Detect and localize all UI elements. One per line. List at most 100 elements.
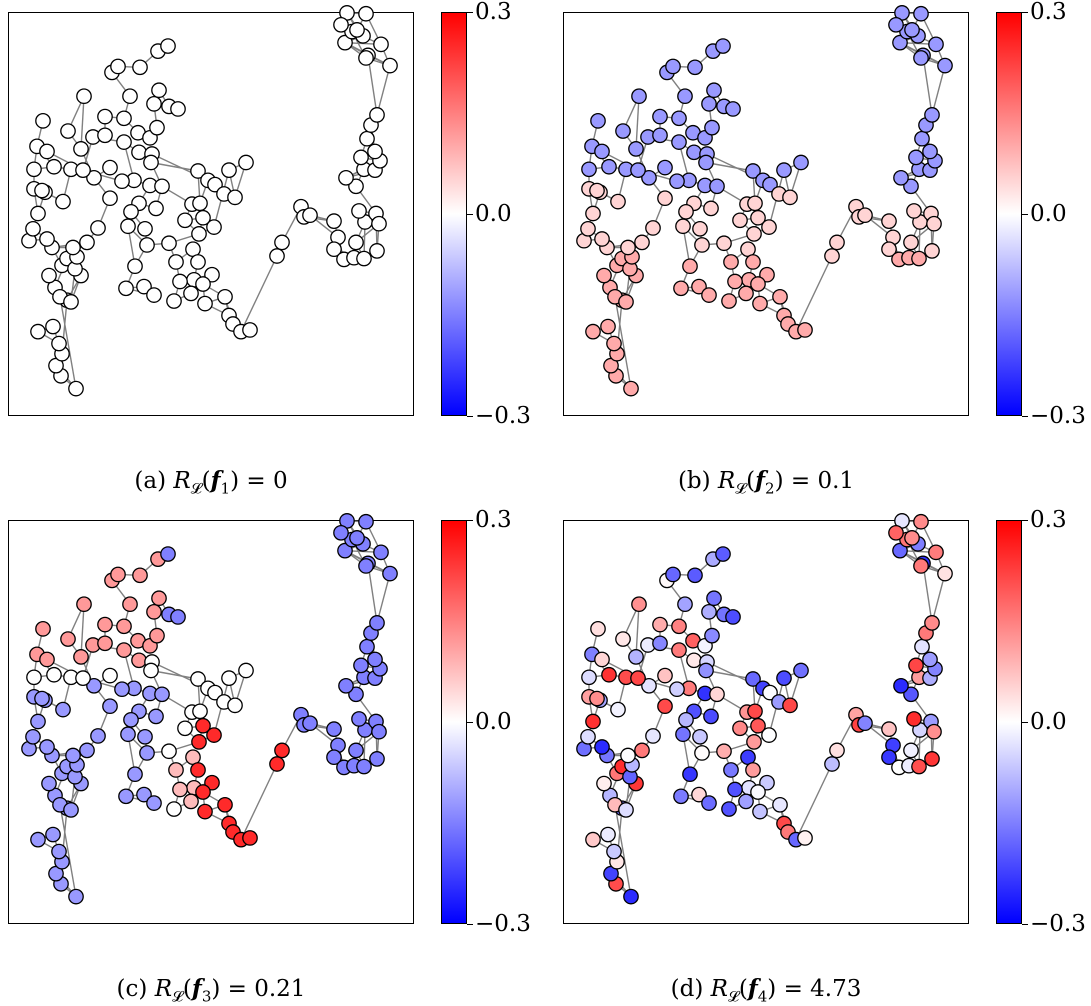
colorbar-tick	[1022, 12, 1028, 13]
graph-node	[665, 58, 681, 75]
graph-node	[698, 154, 714, 171]
graph-node	[190, 671, 206, 687]
graph-node	[170, 101, 186, 117]
graph-node	[359, 638, 375, 655]
graph-node	[358, 5, 374, 22]
graph-node	[46, 158, 62, 175]
graph-node	[102, 667, 118, 684]
colorbar-tick	[467, 520, 473, 521]
graph-node	[25, 220, 41, 237]
graph-node	[620, 239, 636, 256]
graph-edge	[59, 804, 77, 897]
colorbar-tick-label: 0.0	[475, 709, 512, 735]
graph-node	[677, 88, 693, 105]
graph-node	[166, 293, 182, 309]
graph-node	[65, 747, 81, 764]
graph-node	[333, 16, 349, 33]
graph-node	[34, 690, 50, 707]
graph-node	[671, 110, 687, 127]
graph-node	[652, 127, 668, 144]
graph-node	[191, 226, 207, 242]
graph-node	[585, 713, 601, 730]
panel-caption: (c) R𝓛(f3) = 0.21	[8, 975, 414, 1006]
graph-node	[657, 159, 673, 176]
graph-node	[338, 169, 354, 186]
graph-edge	[240, 255, 278, 332]
graph-node	[39, 231, 55, 247]
graph-edge	[150, 161, 199, 172]
caption-letter: (b)	[677, 468, 718, 494]
graph-node	[908, 149, 924, 166]
colorbar-tick	[1022, 520, 1028, 521]
graph-node	[41, 267, 57, 284]
graph-edge	[240, 763, 278, 840]
graph-node	[652, 108, 668, 125]
graph-node	[606, 335, 622, 352]
graph-node	[382, 565, 398, 582]
graph-plot-1	[8, 5, 414, 416]
graph-node	[63, 802, 79, 818]
graph-node	[618, 802, 634, 818]
colorbar-tick-label: −0.3	[1030, 403, 1086, 429]
graph-node	[351, 203, 367, 219]
graph-node	[926, 215, 942, 232]
graph-node	[168, 762, 184, 778]
graph-node	[358, 513, 374, 530]
graph-node	[26, 669, 42, 686]
graph-node	[154, 686, 170, 703]
graph-node	[217, 288, 233, 305]
graph-node	[701, 287, 717, 303]
colorbar-tick	[467, 722, 473, 723]
colorbar-tick	[1022, 416, 1028, 417]
graph-node	[903, 686, 919, 703]
graph-node	[926, 723, 942, 740]
graph-node	[25, 728, 41, 745]
graph-node	[671, 642, 687, 658]
graph-node	[337, 542, 353, 559]
graph-node	[580, 728, 596, 745]
graph-node	[131, 652, 147, 669]
graph-node	[367, 143, 383, 160]
graph-node	[30, 831, 46, 848]
graph-node	[369, 107, 385, 123]
graph-node	[594, 143, 610, 160]
graph-node	[585, 323, 601, 340]
graph-node	[55, 193, 71, 210]
graph-node	[148, 200, 164, 217]
graph-node	[631, 596, 647, 613]
graph-node	[45, 826, 61, 843]
graph-node	[727, 781, 743, 798]
colorbar-tick-label: 0.0	[475, 201, 512, 227]
graph-node	[86, 169, 102, 186]
graph-node	[682, 766, 698, 783]
graph-node	[630, 162, 646, 178]
graph-edge	[795, 763, 833, 840]
graph-node	[73, 649, 89, 665]
graph-node	[274, 742, 290, 759]
graph-node	[701, 96, 717, 112]
graph-node	[922, 143, 938, 160]
graph-node	[762, 176, 778, 193]
graph-node	[73, 141, 89, 157]
graph-node	[60, 631, 76, 647]
colorbar-tick-label: −0.3	[1030, 911, 1086, 937]
graph-edge	[922, 563, 933, 624]
graph-node	[151, 82, 167, 99]
graph-node	[745, 762, 761, 778]
graph-node	[594, 651, 610, 668]
graph-node	[928, 36, 944, 53]
graph-node	[911, 250, 927, 267]
graph-node	[694, 237, 710, 253]
graph-node	[671, 134, 687, 150]
graph-node	[892, 34, 908, 51]
graph-node	[652, 635, 668, 652]
graph-plot-2	[563, 5, 969, 416]
graph-node	[358, 50, 374, 66]
graph-node	[752, 803, 768, 820]
graph-node	[601, 158, 617, 175]
graph-node	[154, 178, 170, 195]
graph-node	[102, 190, 118, 207]
graph-node	[761, 727, 777, 743]
colorbar-tick	[1022, 924, 1028, 925]
graph-edge	[635, 96, 640, 149]
